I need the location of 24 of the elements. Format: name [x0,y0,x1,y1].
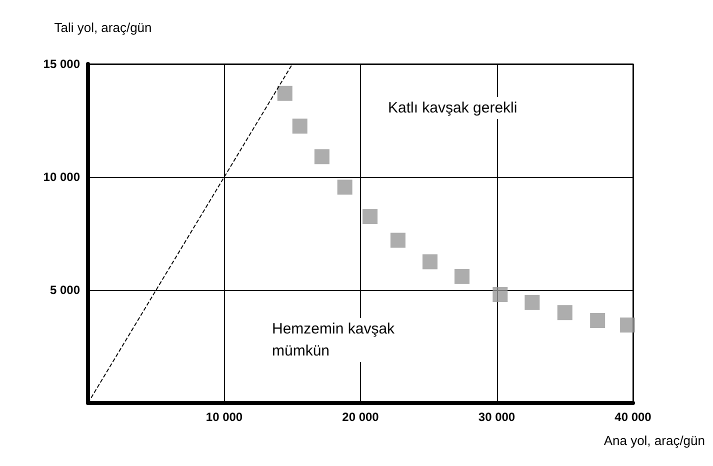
y-tick-label: 10 000 [43,170,80,184]
y-tick-label: 5 000 [50,283,80,297]
x-tick-label: 20 000 [342,410,380,424]
point [524,294,540,310]
x-tick-label: 30 000 [478,410,516,424]
y-tick-label: 15 000 [43,57,80,71]
point [454,268,470,284]
point [590,313,606,328]
point [314,149,330,164]
point [422,254,438,270]
annotation: Katlı kavşak gerekli [388,100,518,116]
annotation: Hemzemin kavşak mümkün [272,320,399,360]
point [620,318,636,333]
point [390,232,406,248]
x-tick-label: 10 000 [206,410,243,424]
x-tick-label: 40 000 [614,410,652,424]
x-axis-title: Ana yol, araç/gün [604,433,706,448]
point [362,209,378,224]
point [557,305,572,320]
point [492,287,508,302]
y-axis-title: Tali yol, araç/gün [54,20,152,35]
point [292,118,308,134]
point [337,180,352,195]
point [277,86,292,101]
